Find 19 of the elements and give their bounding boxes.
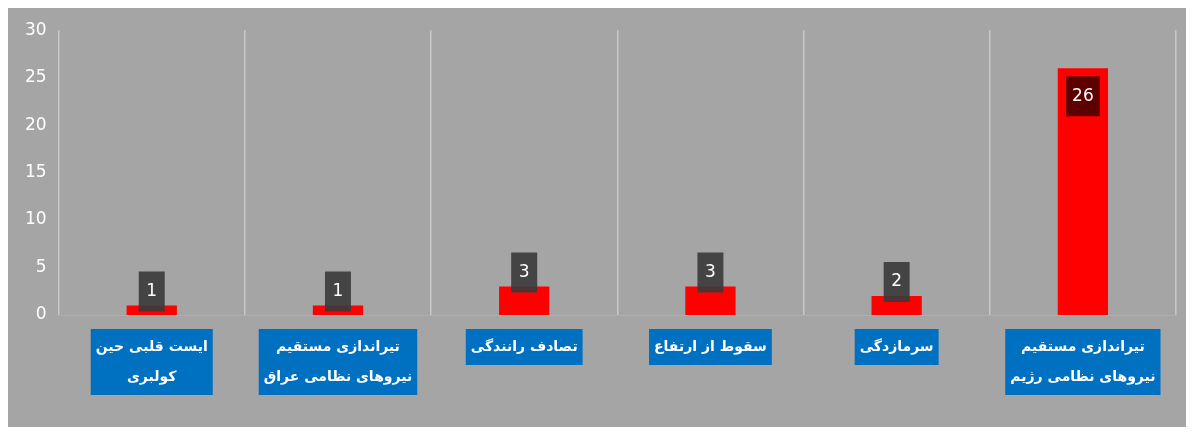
data-label: 1 bbox=[146, 279, 158, 300]
y-tick-label: 10 bbox=[24, 208, 47, 229]
x-tick-label: سقوط از ارتفاع bbox=[654, 337, 767, 355]
x-tick-label: تیراندازی مستقیم نیروهای نظامی عراق bbox=[263, 337, 413, 385]
x-tick-label: تیراندازی مستقیم نیروهای نظامی رژیم bbox=[1010, 337, 1156, 385]
data-label: 3 bbox=[705, 260, 716, 281]
data-label: 3 bbox=[518, 260, 530, 281]
x-tick-label: ایست قلبی حین کولبری bbox=[95, 337, 208, 385]
y-tick-label: 0 bbox=[35, 303, 47, 324]
y-tick-label: 15 bbox=[24, 161, 47, 182]
x-tick-label: تصادف رانندگی bbox=[470, 337, 578, 354]
y-tick-label: 30 bbox=[24, 18, 47, 39]
data-label: 26 bbox=[1072, 84, 1094, 105]
data-label: 2 bbox=[891, 270, 903, 291]
x-tick-label: سرمازدگی bbox=[859, 337, 934, 355]
y-tick-label: 25 bbox=[24, 66, 47, 87]
y-tick-label: 5 bbox=[35, 255, 47, 276]
data-label: 1 bbox=[332, 279, 344, 300]
y-tick-label: 20 bbox=[24, 113, 47, 134]
